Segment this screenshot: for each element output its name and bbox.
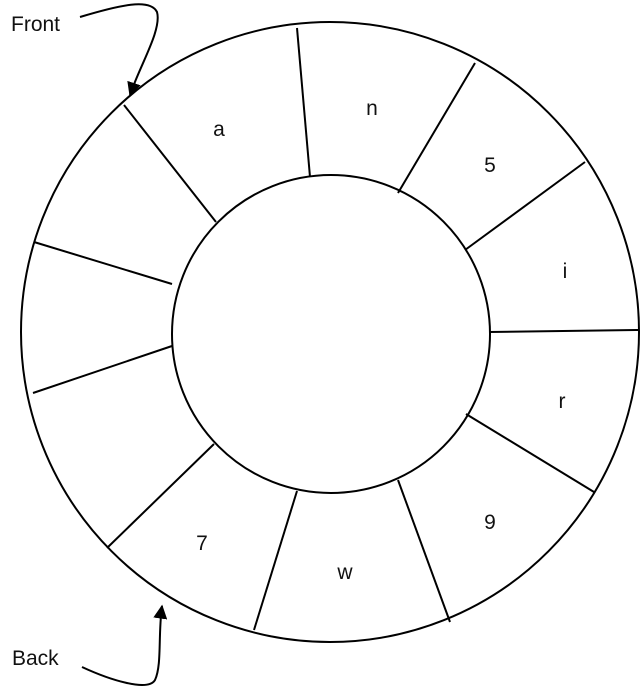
cell-value: r	[559, 390, 566, 413]
cell-value: n	[366, 97, 378, 120]
cell-value: i	[563, 260, 568, 283]
cell-value: w	[336, 561, 353, 584]
front-pointer: Front	[11, 3, 159, 97]
cell-divider	[397, 479, 451, 623]
cell-value: 9	[484, 511, 496, 534]
cell-divider	[33, 241, 173, 285]
cell-divider	[464, 161, 586, 251]
back-arrow	[81, 604, 168, 686]
cell-value: a	[213, 118, 225, 141]
cell-divider	[123, 104, 217, 223]
cell-value: 7	[196, 532, 208, 555]
cell-divider	[32, 345, 173, 394]
cell-divider	[397, 62, 476, 194]
outer-ring	[20, 21, 640, 643]
back-label: Back	[12, 647, 59, 670]
cell-divider	[488, 329, 640, 333]
cell-divider	[106, 443, 215, 549]
cell-values: a n 5 i r 9 w 7	[196, 97, 567, 584]
back-pointer: Back	[12, 604, 168, 686]
front-label: Front	[11, 13, 60, 36]
inner-ring	[171, 174, 491, 494]
cell-divider	[296, 27, 311, 178]
front-arrow	[79, 3, 159, 97]
cell-divider	[465, 413, 595, 493]
cell-divider	[253, 490, 298, 631]
cell-dividers	[32, 27, 640, 631]
cell-value: 5	[484, 154, 496, 177]
